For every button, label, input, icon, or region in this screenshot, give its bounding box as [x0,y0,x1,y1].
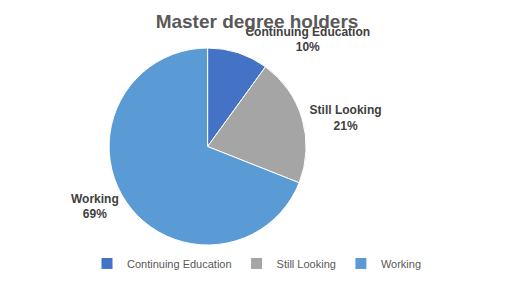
svg-text:Working69%: Working69% [71,192,119,222]
svg-text:Continuing Education: Continuing Education [127,258,232,270]
svg-text:Still Looking: Still Looking [277,258,336,270]
svg-text:Still Looking21%: Still Looking21% [310,103,382,133]
svg-text:Continuing Education10%: Continuing Education10% [245,25,370,55]
svg-text:Master degree holders: Master degree holders [156,11,359,32]
svg-text:Working: Working [381,258,421,270]
